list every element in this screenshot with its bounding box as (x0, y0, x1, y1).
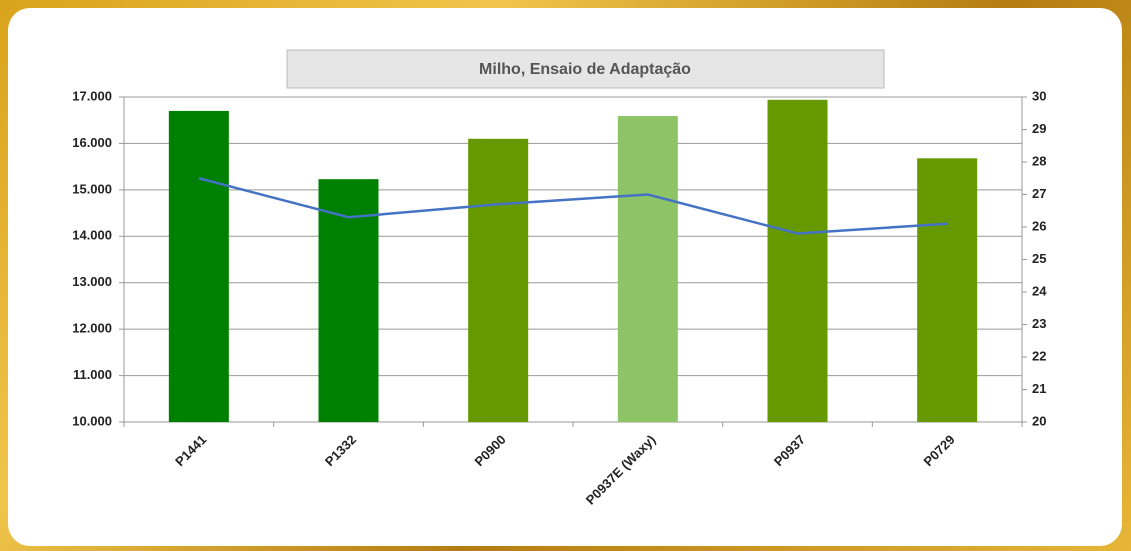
y2-tick-label: 23 (1032, 316, 1046, 331)
y-tick-label: 13.000 (72, 274, 112, 289)
y2-tick-label: 28 (1032, 153, 1046, 168)
y-tick-label: 10.000 (72, 413, 112, 428)
chart: Milho, Ensaio de Adaptação 10.000 11.000 1… (0, 0, 1131, 551)
y2-tick-label: 20 (1032, 413, 1046, 428)
bar (169, 111, 229, 422)
bar (468, 139, 528, 422)
y2-tick-label: 29 (1032, 121, 1046, 136)
y-tick-label: 15.000 (72, 181, 112, 196)
y-tick-label: 17.000 (72, 88, 112, 103)
y2-tick-label: 27 (1032, 186, 1046, 201)
page: Milho, Ensaio de Adaptação 10.000 11.000 1… (0, 0, 1131, 551)
y2-tick-label: 30 (1032, 88, 1046, 103)
chart-title: Milho, Ensaio de Adaptação (479, 61, 691, 78)
y-tick-label: 12.000 (72, 321, 112, 336)
y2-tick-label: 22 (1032, 348, 1046, 363)
y-tick-label: 16.000 (72, 135, 112, 150)
y-tick-label: 11.000 (73, 367, 112, 382)
y2-tick-label: 21 (1032, 381, 1046, 396)
y-tick-label: 14.000 (72, 228, 112, 243)
bar (917, 158, 977, 422)
y2-tick-label: 26 (1032, 218, 1046, 233)
y2-tick-label: 25 (1032, 251, 1046, 266)
y2-tick-label: 24 (1032, 283, 1047, 298)
bar (618, 116, 678, 422)
bar (768, 100, 828, 422)
